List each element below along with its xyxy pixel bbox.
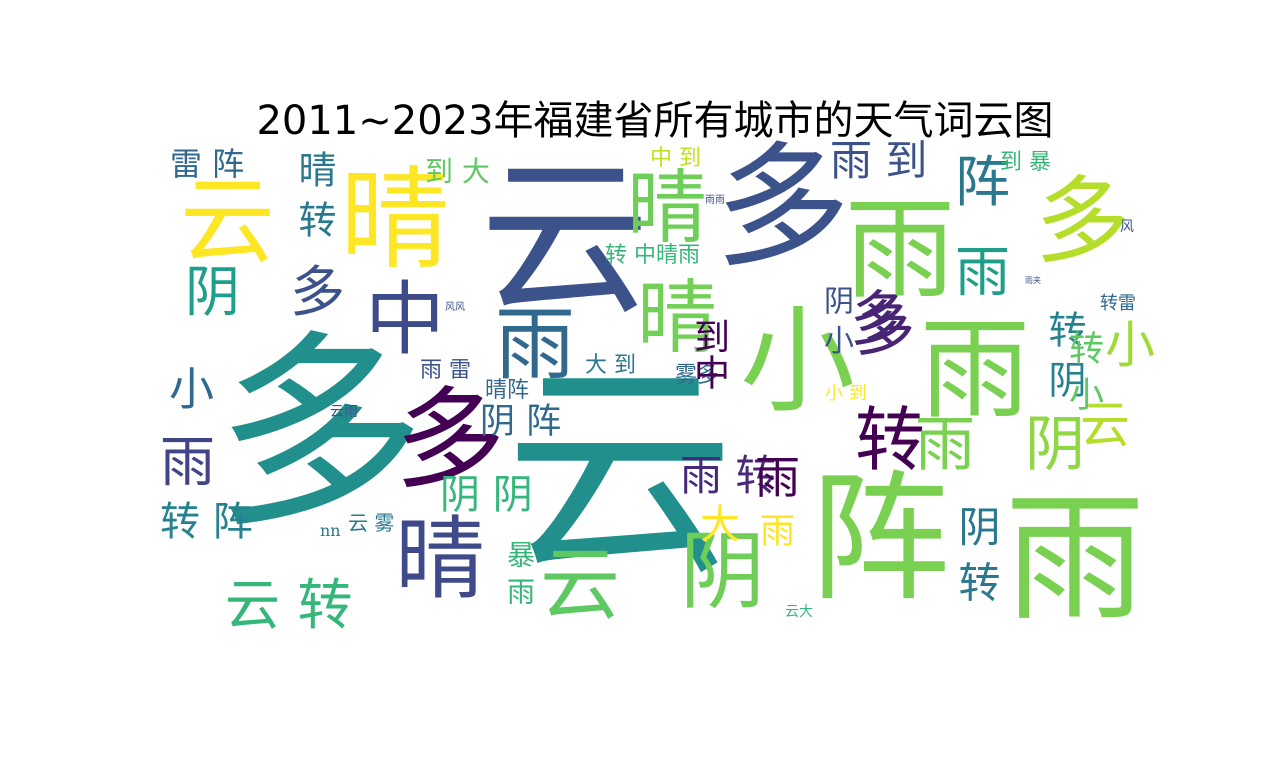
word-59: 暴 雨 [503, 540, 536, 605]
word-60: 云雨 [330, 404, 358, 420]
word-47: 雨 [915, 410, 975, 480]
word-0: 多 [215, 312, 426, 557]
word-19: 晴 [624, 275, 717, 355]
word-33: 雨 转 [680, 451, 778, 500]
word-45: 多 [855, 295, 915, 365]
word-56: 雨 [760, 512, 796, 552]
word-25: 阴 [185, 260, 241, 324]
word-35: 到 大 [425, 155, 490, 188]
word-24: 云 转 [225, 573, 353, 637]
word-65: 风 [1120, 219, 1134, 235]
word-43: 到中 [688, 318, 729, 390]
word-62: 云 雾 [348, 511, 395, 535]
word-39: 雨 雷 [420, 358, 471, 383]
word-40: 晴阵 [485, 378, 530, 403]
word-7: 小 [740, 295, 856, 429]
word-54: 阴 转 [952, 505, 1001, 603]
word-4: 雨 [845, 186, 955, 314]
word-46: 转 [855, 399, 925, 481]
word-17: 云 [540, 538, 620, 631]
word-12: 中 [365, 273, 445, 366]
word-31: 转 阵 [160, 499, 253, 545]
word-44: 阴 小 [818, 285, 853, 355]
word-22: 阵 [955, 150, 1011, 214]
word-48: 阴 [1025, 410, 1085, 480]
word-50: 转 阴 [1042, 310, 1086, 399]
word-5: 阵 [810, 458, 951, 621]
word-16: 多 [1035, 167, 1131, 277]
word-6: 雨 [1005, 478, 1146, 641]
word-11: 多 [395, 376, 505, 504]
word-41: 大 到 [585, 353, 636, 378]
word-67: 雨夹 [1025, 276, 1041, 285]
word-21: 雨 [955, 240, 1011, 304]
word-26: 多 [290, 260, 346, 324]
word-23: 雨 到 [830, 136, 928, 185]
word-49: 云 [1080, 396, 1130, 454]
word-8: 雨 [920, 306, 1030, 434]
word-34: 阴 阵 [480, 402, 562, 442]
word-36: 转 中晴雨 [605, 243, 700, 268]
word-66: 雨雨 [705, 195, 725, 206]
word-14: 晴 [395, 507, 485, 612]
word-55: 大 [700, 502, 740, 548]
word-53: 雨 [755, 451, 801, 504]
word-20: 多 [850, 285, 910, 355]
word-52: 转 小 [1063, 330, 1103, 412]
word-9: 晴 [340, 156, 450, 284]
word-27: 小 [161, 365, 214, 410]
word-3: 多 [715, 129, 850, 286]
word-63: 云大 [785, 604, 813, 620]
word-37: 中 到 [650, 146, 701, 171]
word-32: 阴 阴 [440, 472, 533, 518]
word-15: 晴 [614, 165, 707, 245]
word-18: 阴 [680, 523, 766, 622]
word-10: 云 [180, 167, 276, 277]
word-42: 雾多 [675, 363, 720, 388]
word-29: 雷 阵 [170, 145, 245, 183]
word-13: 雨 [495, 298, 575, 391]
word-57: 转雷 [1100, 293, 1136, 314]
word-30: 晴 转 [292, 150, 336, 239]
word-28: 雨 [160, 430, 216, 494]
word-51: 小 [1105, 316, 1155, 374]
word-1: 云 [505, 341, 736, 608]
chart-title: 2011~2023年福建省所有城市的天气词云图 [256, 98, 1054, 144]
word-61: nn [320, 521, 341, 540]
word-64: 风风 [445, 302, 465, 313]
word-38: 到 暴 [1000, 150, 1051, 175]
word-58: 小 到 [825, 383, 867, 404]
word-2: 云 [480, 141, 651, 339]
